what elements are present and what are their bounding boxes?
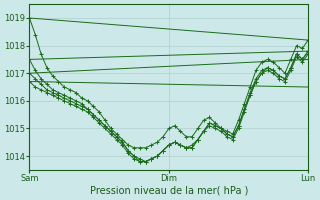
X-axis label: Pression niveau de la mer( hPa ): Pression niveau de la mer( hPa ) [90, 186, 248, 196]
